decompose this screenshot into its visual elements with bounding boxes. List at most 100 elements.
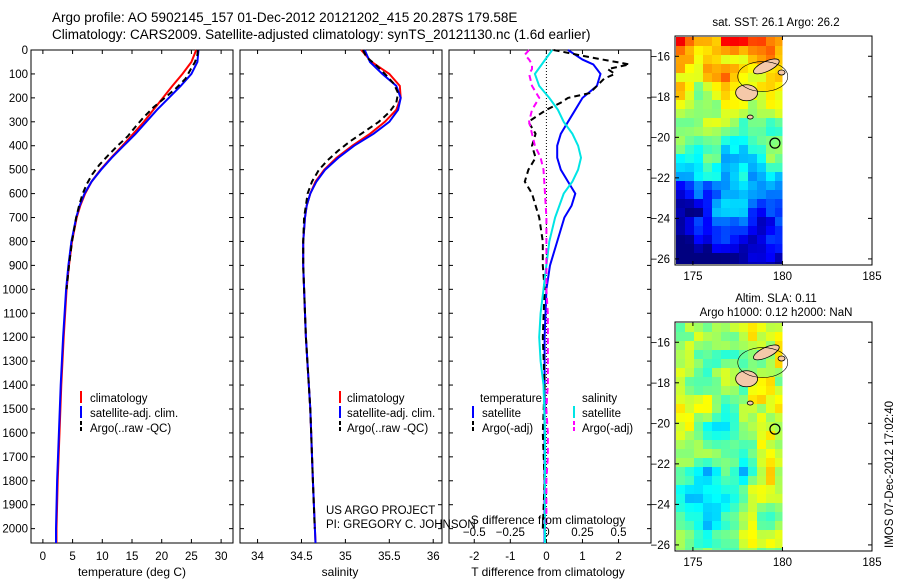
field-cell <box>685 341 694 350</box>
field-cell <box>694 199 703 208</box>
field-cell <box>685 386 694 395</box>
field-cell <box>748 332 757 341</box>
field-cell <box>730 521 739 530</box>
field-cell <box>775 46 783 55</box>
field-cell <box>757 91 766 100</box>
field-cell <box>676 100 685 109</box>
series-line-satellite-adj-clim <box>55 49 200 543</box>
field-cell <box>775 458 783 467</box>
field-cell <box>694 476 703 485</box>
field-cell <box>730 190 739 199</box>
field-cell <box>739 208 748 217</box>
field-cell <box>739 539 748 548</box>
field-cell <box>730 235 739 244</box>
field-cell <box>748 440 757 449</box>
field-cell <box>694 127 703 136</box>
field-cell <box>730 118 739 127</box>
field-cell <box>766 539 775 548</box>
field-cell <box>757 521 766 530</box>
field-cell <box>676 494 685 503</box>
field-cell <box>703 476 712 485</box>
y-tick-label: 900 <box>9 260 28 272</box>
series-line-s-argo-adj <box>523 49 549 529</box>
field-cell <box>766 190 775 199</box>
field-cell <box>721 190 730 199</box>
field-cell <box>730 172 739 181</box>
field-cell <box>739 127 748 136</box>
field-cell <box>721 55 730 64</box>
field-cell <box>730 377 739 386</box>
field-cell <box>676 172 685 181</box>
field-cell <box>748 485 757 494</box>
legend-label-climatology: climatology <box>90 393 148 405</box>
field-cell <box>712 37 721 46</box>
field-cell <box>694 485 703 494</box>
field-cell <box>676 73 685 82</box>
field-cell <box>766 46 775 55</box>
field-cell <box>685 73 694 82</box>
field-cell <box>730 422 739 431</box>
field-cell <box>721 136 730 145</box>
field-cell <box>730 323 739 332</box>
x-tick-label: 34.5 <box>290 551 312 563</box>
field-cell <box>757 449 766 458</box>
field-cell <box>676 467 685 476</box>
field-cell <box>730 350 739 359</box>
field-cell <box>676 332 685 341</box>
field-cell <box>730 467 739 476</box>
y-tick-label: −18 <box>650 378 670 390</box>
field-cell <box>739 521 748 530</box>
field-cell <box>775 323 783 332</box>
field-cell <box>712 55 721 64</box>
field-cell <box>694 350 703 359</box>
field-cell <box>685 494 694 503</box>
field-cell <box>721 181 730 190</box>
field-cell <box>721 82 730 91</box>
field-cell <box>748 350 757 359</box>
field-cell <box>757 46 766 55</box>
field-cell <box>694 458 703 467</box>
field-cell <box>703 217 712 226</box>
field-cell <box>739 323 748 332</box>
field-cell <box>766 530 775 539</box>
field-cell <box>739 413 748 422</box>
field-cell <box>739 154 748 163</box>
field-cell <box>748 136 757 145</box>
y-tick-label: 200 <box>9 93 28 105</box>
field-cell <box>703 145 712 154</box>
field-cell <box>712 136 721 145</box>
field-cell <box>703 109 712 118</box>
field-cell <box>712 449 721 458</box>
field-cell <box>685 136 694 145</box>
field-cell <box>703 449 712 458</box>
field-cell <box>739 100 748 109</box>
field-cell <box>721 431 730 440</box>
field-cell <box>694 172 703 181</box>
field-cell <box>685 359 694 368</box>
field-cell <box>766 127 775 136</box>
y-tick-label: −20 <box>650 418 670 430</box>
field-cell <box>694 422 703 431</box>
field-cell <box>757 548 766 550</box>
field-cell <box>721 341 730 350</box>
field-cell <box>685 539 694 548</box>
field-cell <box>694 235 703 244</box>
field-cell <box>712 467 721 476</box>
field-cell <box>766 323 775 332</box>
series-line-argo-raw-qc <box>65 49 199 290</box>
field-cell <box>739 244 748 253</box>
field-cell <box>730 386 739 395</box>
salinity-panel <box>239 49 443 544</box>
island-kadavu <box>746 114 754 120</box>
series-line-climatology <box>55 49 198 543</box>
field-cell <box>703 199 712 208</box>
field-cell <box>676 127 685 136</box>
field-cell <box>739 118 748 127</box>
field-cell <box>694 512 703 521</box>
y-tick-label: 0 <box>22 45 28 57</box>
field-cell <box>703 440 712 449</box>
field-cell <box>748 413 757 422</box>
field-cell <box>775 172 783 181</box>
field-cell <box>748 494 757 503</box>
field-cell <box>748 154 757 163</box>
